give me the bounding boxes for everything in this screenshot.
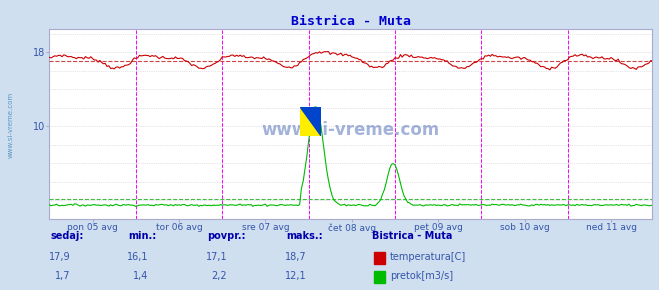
Text: www.si-vreme.com: www.si-vreme.com — [8, 92, 14, 158]
Text: pretok[m3/s]: pretok[m3/s] — [390, 271, 453, 281]
Text: 18,7: 18,7 — [285, 251, 306, 262]
Text: 1,4: 1,4 — [133, 271, 148, 281]
Text: 2,2: 2,2 — [212, 271, 227, 281]
Text: 17,1: 17,1 — [206, 251, 227, 262]
Title: Bistrica - Muta: Bistrica - Muta — [291, 15, 411, 28]
Text: maks.:: maks.: — [287, 231, 324, 241]
Text: Bistrica - Muta: Bistrica - Muta — [372, 231, 453, 241]
Polygon shape — [300, 107, 321, 136]
Text: 17,9: 17,9 — [49, 251, 71, 262]
Polygon shape — [300, 107, 321, 136]
Text: 16,1: 16,1 — [127, 251, 148, 262]
Text: www.si-vreme.com: www.si-vreme.com — [262, 121, 440, 139]
Text: sedaj:: sedaj: — [51, 231, 84, 241]
Text: min.:: min.: — [129, 231, 157, 241]
Text: 1,7: 1,7 — [55, 271, 71, 281]
Text: povpr.:: povpr.: — [208, 231, 246, 241]
Text: temperatura[C]: temperatura[C] — [390, 251, 467, 262]
Text: 12,1: 12,1 — [285, 271, 306, 281]
